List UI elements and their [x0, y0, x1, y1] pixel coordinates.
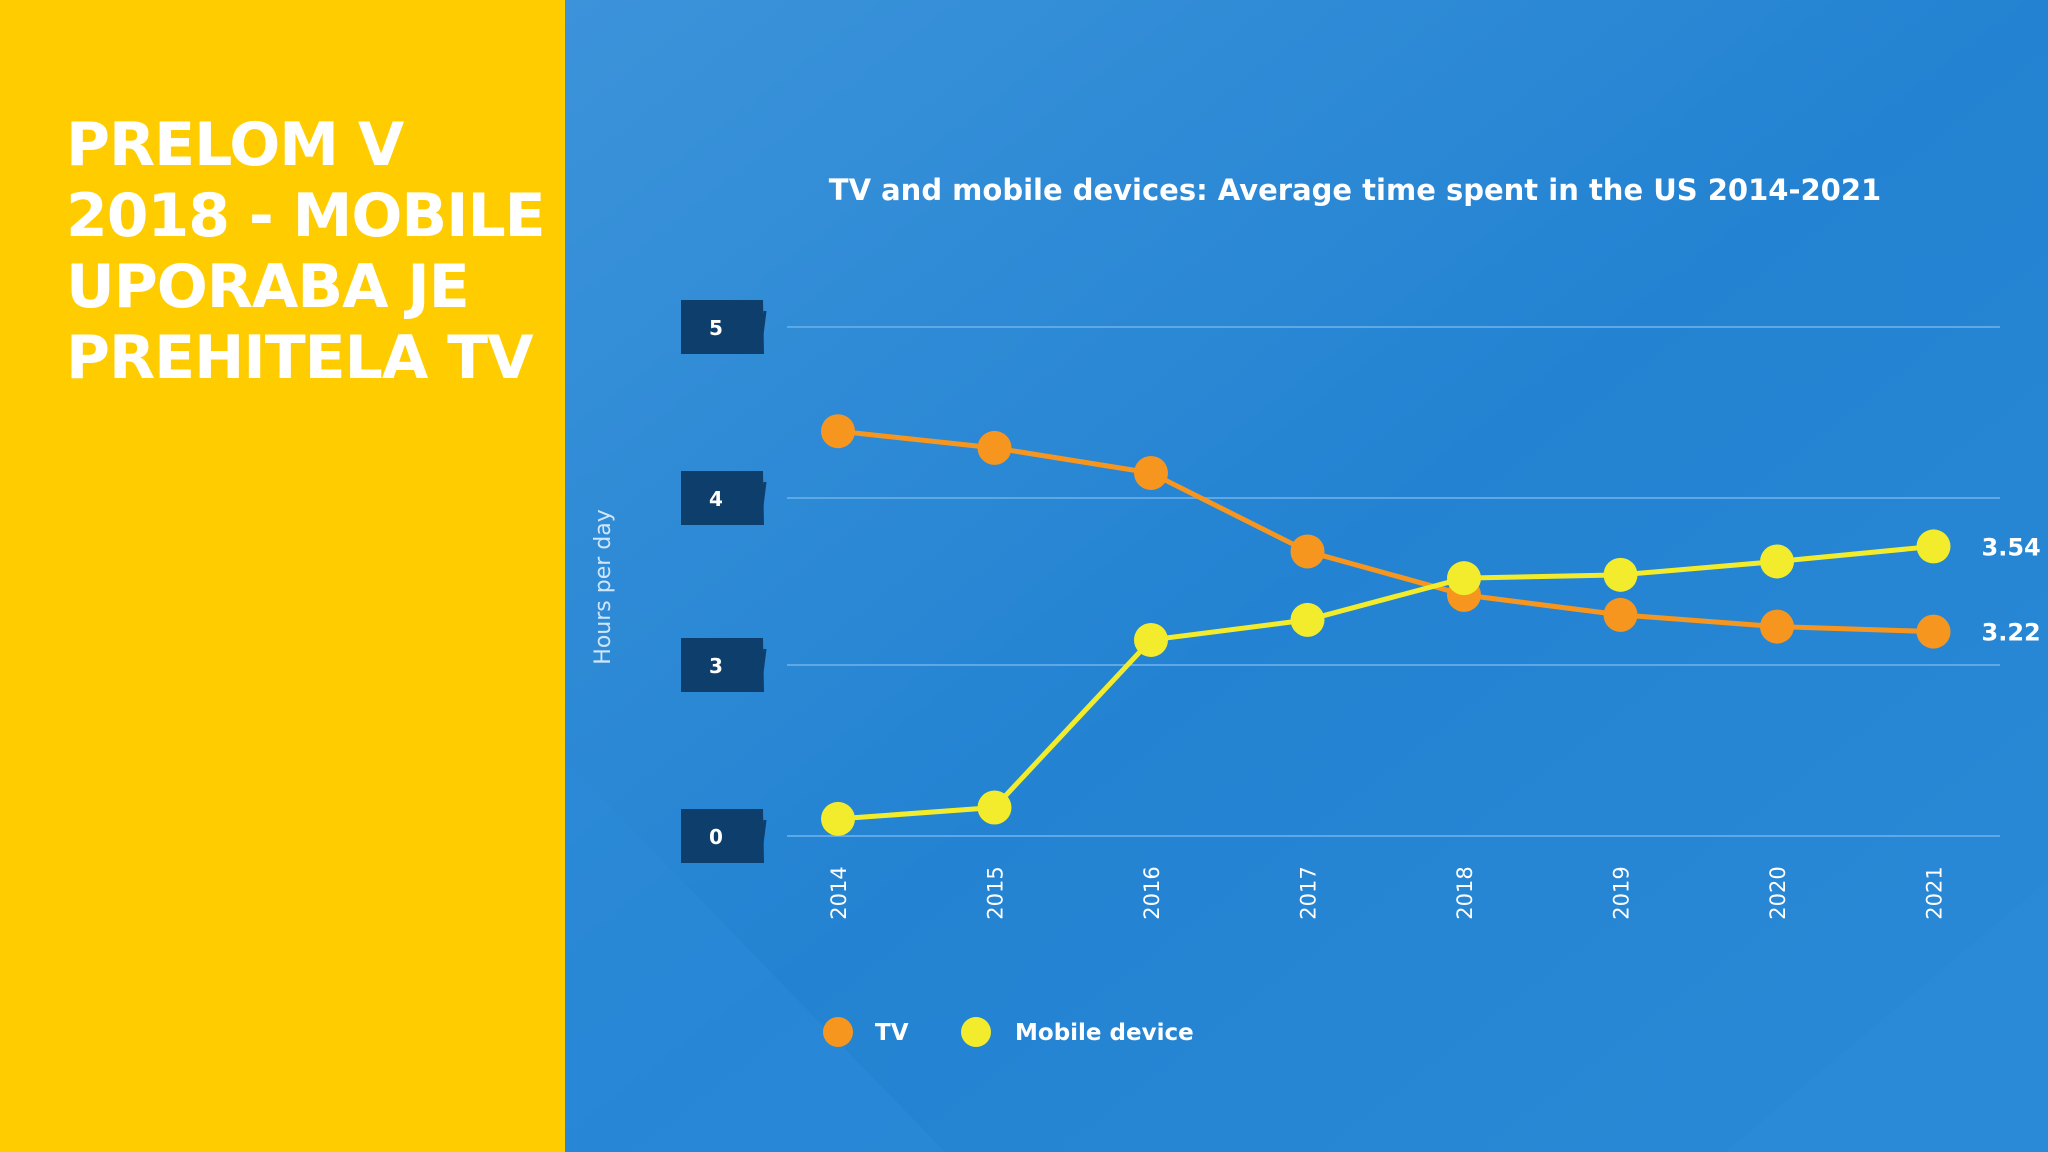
headline-line: PREHITELA TV: [66, 323, 534, 393]
data-point: [1290, 602, 1325, 637]
headline-line: PRELOM V: [66, 110, 404, 180]
x-tick-label: 2019: [1610, 866, 1634, 919]
data-point: [1916, 614, 1951, 649]
data-point: [977, 430, 1012, 465]
background-shape: [1725, 880, 2048, 1152]
x-tick-label: 2017: [1297, 866, 1321, 919]
y-tick-box: 4: [681, 471, 767, 525]
x-tick-label: 2014: [827, 866, 851, 919]
y-tick-notch: [759, 310, 767, 344]
data-point: [1134, 455, 1168, 490]
y-tick-notch: [759, 819, 767, 853]
y-tick-label: 4: [709, 487, 723, 511]
series-line: [837, 543, 1934, 822]
data-point: [1134, 622, 1168, 657]
gridlines: [787, 326, 2000, 837]
x-tick-label: 2015: [984, 866, 1008, 919]
end-value-label: 3.22: [1982, 619, 2041, 647]
y-axis-ticks: 5 4 3 0: [681, 300, 767, 863]
data-point: [1290, 534, 1325, 569]
y-tick-label: 3: [709, 654, 723, 678]
data-point: [821, 414, 855, 449]
series-mobile-device: [821, 529, 1951, 836]
y-tick-box: 3: [681, 638, 767, 692]
series: [821, 414, 1951, 836]
end-labels: 3.54 3.22: [1982, 533, 2041, 646]
headline-line: UPORABA JE: [66, 252, 470, 322]
data-point: [1916, 529, 1951, 564]
y-tick-background: [681, 471, 764, 525]
data-point: [977, 790, 1012, 825]
y-tick-label: 5: [709, 316, 723, 340]
data-point: [821, 801, 855, 836]
x-tick-label: 2018: [1453, 866, 1477, 919]
legend-swatch: [823, 1017, 853, 1047]
legend: TV Mobile device: [823, 1017, 1194, 1047]
headline: PRELOM V 2018 - MOBILE UPORABA JE PREHIT…: [66, 110, 546, 394]
chart-panel: TV and mobile devices: Average time spen…: [565, 0, 2048, 1152]
legend-swatch: [961, 1017, 991, 1047]
end-value-label: 3.54: [1982, 533, 2041, 561]
series-line: [837, 428, 1934, 635]
y-axis-label: Hours per day: [591, 509, 616, 664]
legend-item: TV: [823, 1017, 909, 1047]
x-tick-label: 2020: [1766, 866, 1790, 919]
data-point: [1760, 544, 1794, 579]
line-chart: TV and mobile devices: Average time spen…: [565, 0, 2048, 1152]
legend-label: Mobile device: [1015, 1020, 1194, 1046]
y-tick-box: 0: [681, 809, 767, 863]
x-axis-ticks: 2014 2015 2016 2017 2018 2019 2020 2021: [827, 866, 1947, 919]
y-tick-notch: [759, 481, 767, 515]
chart-title: TV and mobile devices: Average time spen…: [829, 173, 1881, 207]
y-tick-notch: [759, 648, 767, 682]
background-shape: [565, 760, 945, 1152]
legend-label: TV: [875, 1020, 909, 1046]
legend-item: Mobile device: [961, 1017, 1194, 1047]
data-point: [1603, 557, 1638, 592]
headline-line: 2018 - MOBILE: [66, 181, 546, 251]
data-point: [1603, 597, 1638, 632]
chart-background: [565, 0, 2048, 1152]
x-tick-label: 2016: [1140, 866, 1164, 919]
data-point: [1447, 561, 1481, 596]
x-tick-label: 2021: [1923, 866, 1947, 919]
y-tick-background: [681, 809, 764, 863]
y-tick-label: 0: [709, 825, 723, 849]
data-point: [1760, 609, 1794, 644]
headline-panel: PRELOM V 2018 - MOBILE UPORABA JE PREHIT…: [0, 0, 565, 1152]
y-tick-box: 5: [681, 300, 767, 354]
y-tick-background: [681, 638, 764, 692]
y-tick-background: [681, 300, 764, 354]
series-tv: [821, 414, 1951, 649]
